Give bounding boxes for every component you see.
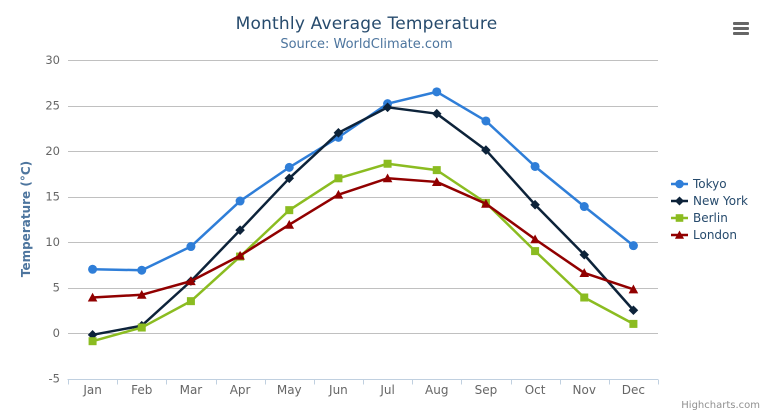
svg-text:-5: -5 (49, 372, 60, 386)
series-berlin[interactable] (88, 159, 638, 346)
gridlines (68, 60, 658, 334)
series-tokyo[interactable] (88, 87, 638, 275)
series-line-berlin[interactable] (91, 162, 635, 343)
hamburger-bar (733, 22, 749, 25)
series-new-york[interactable] (87, 102, 639, 340)
series-line-new-york[interactable] (91, 106, 635, 337)
svg-text:May: May (277, 383, 302, 397)
svg-text:5: 5 (53, 281, 60, 295)
svg-text:25: 25 (45, 99, 60, 113)
legend-marker-diamond-icon (671, 195, 688, 206)
legend: Tokyo New York Berlin London (671, 175, 748, 243)
legend-item-new-york[interactable]: New York (671, 192, 748, 209)
x-axis-labels: Jan Feb Mar Apr May Jun Jul Aug Sep Oct Nov Dec (82, 383, 645, 397)
legend-item-tokyo[interactable]: Tokyo (671, 175, 748, 192)
svg-text:0: 0 (53, 326, 60, 340)
legend-item-berlin[interactable]: Berlin (671, 209, 748, 226)
svg-text:Sep: Sep (475, 383, 498, 397)
svg-text:Apr: Apr (230, 383, 251, 397)
svg-text:Dec: Dec (622, 383, 645, 397)
svg-text:Feb: Feb (131, 383, 152, 397)
legend-label: Tokyo (693, 176, 727, 191)
svg-text:20: 20 (45, 144, 60, 158)
series-markers-new-york[interactable] (87, 102, 639, 340)
svg-text:10: 10 (45, 235, 60, 249)
svg-text:Mar: Mar (180, 383, 203, 397)
legend-marker-triangle-icon (671, 229, 688, 239)
legend-label: New York (693, 193, 748, 208)
series-line-london[interactable] (91, 177, 635, 299)
hamburger-bar (733, 32, 749, 35)
legend-marker-square-icon (671, 213, 688, 222)
svg-text:Jul: Jul (379, 383, 394, 397)
series-markers-london[interactable] (87, 173, 639, 302)
svg-text:Aug: Aug (425, 383, 448, 397)
highcharts-credit-link[interactable]: Highcharts.com (681, 400, 760, 411)
svg-text:30: 30 (45, 53, 60, 67)
hamburger-menu-icon[interactable] (733, 22, 749, 35)
legend-marker-circle-icon (671, 179, 688, 188)
legend-label: London (693, 227, 737, 242)
series-markers-tokyo[interactable] (88, 87, 638, 275)
svg-text:15: 15 (45, 190, 60, 204)
svg-text:Oct: Oct (525, 383, 546, 397)
chart-title: Monthly Average Temperature (235, 14, 498, 34)
series-line-tokyo[interactable] (91, 90, 635, 272)
chart-subtitle: Source: WorldClimate.com (280, 37, 453, 52)
legend-item-london[interactable]: London (671, 226, 748, 243)
series-london[interactable] (87, 173, 639, 302)
hamburger-bar (733, 27, 749, 30)
svg-text:Nov: Nov (573, 383, 596, 397)
legend-label: Berlin (693, 210, 728, 225)
y-axis-labels: -5 0 5 10 15 20 25 30 (45, 53, 60, 386)
svg-text:Jan: Jan (82, 383, 102, 397)
svg-text:Jun: Jun (328, 383, 348, 397)
x-axis (67, 379, 659, 385)
